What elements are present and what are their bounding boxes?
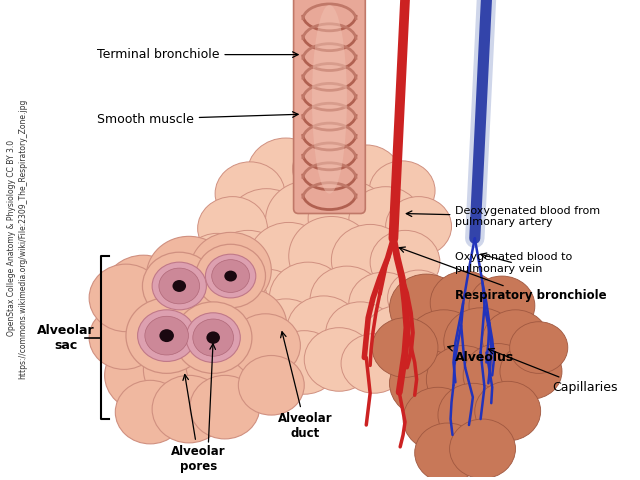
Ellipse shape	[215, 162, 285, 226]
Ellipse shape	[236, 337, 302, 397]
Text: Smooth muscle: Smooth muscle	[97, 112, 298, 126]
Ellipse shape	[310, 266, 384, 334]
Ellipse shape	[89, 306, 159, 370]
Ellipse shape	[115, 380, 185, 444]
Ellipse shape	[388, 270, 449, 326]
Ellipse shape	[308, 181, 390, 256]
Ellipse shape	[138, 310, 196, 361]
Ellipse shape	[205, 288, 287, 363]
Ellipse shape	[143, 252, 216, 320]
Ellipse shape	[190, 375, 260, 439]
Ellipse shape	[372, 318, 438, 377]
Ellipse shape	[444, 308, 517, 375]
Ellipse shape	[292, 135, 366, 203]
Ellipse shape	[226, 189, 307, 264]
Ellipse shape	[386, 197, 452, 256]
Ellipse shape	[145, 316, 188, 355]
Ellipse shape	[184, 233, 250, 293]
Ellipse shape	[349, 187, 422, 254]
Ellipse shape	[143, 332, 225, 407]
Ellipse shape	[147, 236, 232, 316]
Text: https://commons.wikimedia.org/wiki/File:2309_The_Respiratory_Zone.jpg: https://commons.wikimedia.org/wiki/File:…	[18, 98, 27, 379]
Ellipse shape	[186, 313, 240, 362]
Ellipse shape	[248, 222, 330, 298]
Ellipse shape	[193, 319, 234, 356]
Ellipse shape	[159, 268, 200, 304]
Ellipse shape	[269, 331, 339, 394]
Text: Alveolar
sac: Alveolar sac	[37, 324, 95, 352]
Ellipse shape	[332, 225, 409, 296]
Text: Terminal bronchiole: Terminal bronchiole	[97, 48, 298, 61]
Ellipse shape	[369, 161, 435, 220]
Ellipse shape	[249, 299, 323, 366]
Ellipse shape	[198, 197, 268, 260]
Text: OpenStax College Anatomy & Physiology CC BY 3.0: OpenStax College Anatomy & Physiology CC…	[7, 140, 16, 336]
Ellipse shape	[247, 138, 324, 210]
Ellipse shape	[152, 262, 206, 310]
Ellipse shape	[326, 302, 396, 365]
Text: Capillaries: Capillaries	[488, 348, 618, 394]
Ellipse shape	[190, 232, 271, 308]
Text: Deoxygenated blood from
pulmonary artery: Deoxygenated blood from pulmonary artery	[406, 205, 600, 227]
Text: Respiratory bronchiole: Respiratory bronchiole	[399, 247, 607, 302]
Ellipse shape	[212, 260, 250, 292]
Ellipse shape	[238, 356, 304, 415]
Text: Alveolus: Alveolus	[448, 346, 515, 364]
Ellipse shape	[287, 296, 360, 363]
Ellipse shape	[426, 346, 500, 413]
Ellipse shape	[175, 302, 252, 373]
Ellipse shape	[161, 286, 250, 370]
Ellipse shape	[463, 344, 533, 407]
Ellipse shape	[449, 419, 515, 479]
Ellipse shape	[266, 181, 351, 260]
Ellipse shape	[430, 271, 500, 335]
Ellipse shape	[341, 334, 407, 393]
Text: Alveolar
pores: Alveolar pores	[172, 374, 226, 473]
Ellipse shape	[206, 331, 220, 344]
Ellipse shape	[438, 384, 508, 447]
Ellipse shape	[172, 280, 186, 292]
Ellipse shape	[102, 255, 184, 331]
Text: Alveolar
duct: Alveolar duct	[278, 332, 333, 440]
Ellipse shape	[159, 329, 174, 342]
FancyBboxPatch shape	[294, 0, 365, 214]
Ellipse shape	[205, 254, 256, 298]
Ellipse shape	[209, 230, 287, 302]
Ellipse shape	[415, 423, 481, 480]
Ellipse shape	[198, 268, 268, 332]
Ellipse shape	[186, 330, 264, 401]
Ellipse shape	[483, 310, 548, 370]
Ellipse shape	[475, 381, 541, 441]
Ellipse shape	[509, 322, 568, 373]
Ellipse shape	[269, 262, 347, 334]
Ellipse shape	[403, 387, 473, 451]
Ellipse shape	[390, 274, 463, 342]
Ellipse shape	[304, 328, 374, 391]
Ellipse shape	[349, 272, 419, 336]
Ellipse shape	[120, 296, 205, 375]
Ellipse shape	[230, 314, 300, 377]
Text: Oxygenated blood to
pulmonary vein: Oxygenated blood to pulmonary vein	[456, 252, 573, 274]
Ellipse shape	[370, 230, 440, 294]
Ellipse shape	[405, 310, 483, 381]
Ellipse shape	[230, 269, 303, 336]
Ellipse shape	[126, 298, 207, 373]
Ellipse shape	[105, 340, 182, 411]
Ellipse shape	[289, 216, 374, 296]
Ellipse shape	[390, 349, 463, 417]
Ellipse shape	[152, 375, 226, 443]
Ellipse shape	[89, 264, 163, 332]
Ellipse shape	[332, 145, 401, 208]
Ellipse shape	[215, 306, 285, 370]
Ellipse shape	[196, 244, 266, 308]
Ellipse shape	[469, 276, 535, 336]
Ellipse shape	[312, 5, 347, 193]
Ellipse shape	[500, 344, 562, 399]
Ellipse shape	[364, 306, 430, 365]
Ellipse shape	[224, 271, 237, 281]
